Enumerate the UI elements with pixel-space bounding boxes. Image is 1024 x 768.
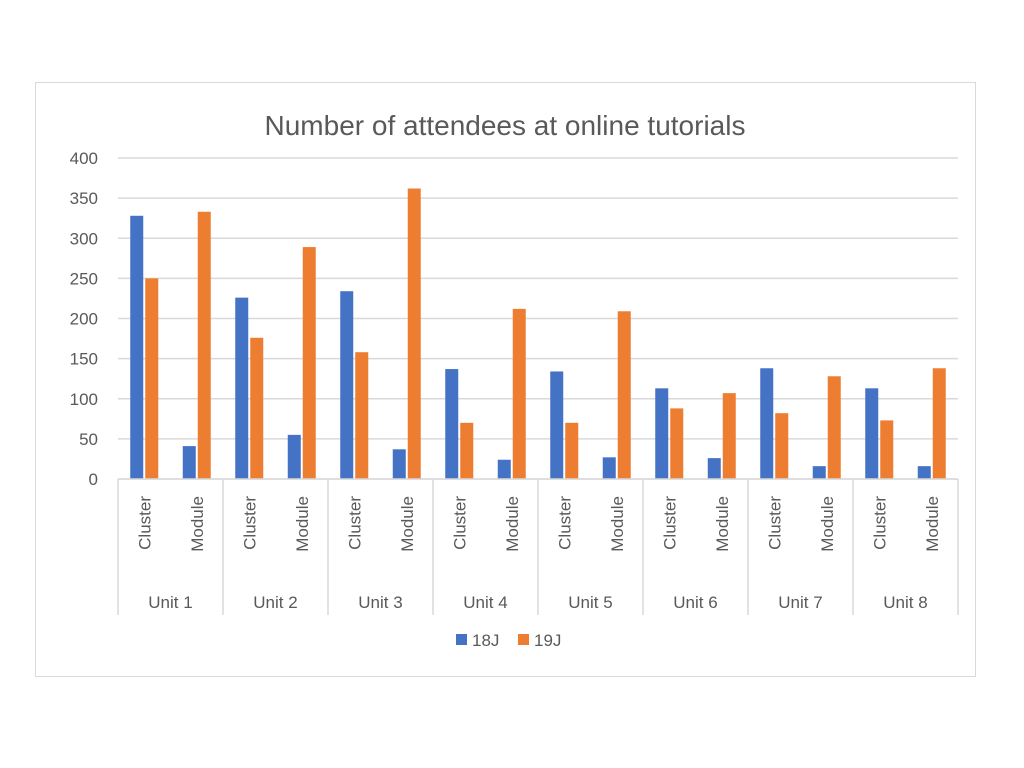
y-tick-label: 150 <box>70 350 98 369</box>
y-tick-label: 50 <box>79 430 98 449</box>
bar-18J-unit-6-cluster <box>655 388 669 479</box>
category-label: Module <box>608 496 627 552</box>
category-label: Cluster <box>660 496 679 550</box>
bar-19J-unit-5-cluster <box>565 422 579 479</box>
legend-swatch <box>518 634 529 645</box>
bar-18J-unit-7-module <box>812 466 826 479</box>
y-tick-label: 350 <box>70 189 98 208</box>
group-label: Unit 8 <box>883 593 927 612</box>
category-label: Module <box>398 496 417 552</box>
bar-19J-unit-8-cluster <box>880 420 894 479</box>
bar-18J-unit-4-cluster <box>445 369 459 479</box>
bar-19J-unit-6-module <box>722 393 736 479</box>
category-label: Module <box>188 496 207 552</box>
y-tick-label: 300 <box>70 229 98 248</box>
legend-swatch <box>456 634 467 645</box>
legend-label: 19J <box>534 631 561 650</box>
group-label: Unit 6 <box>673 593 717 612</box>
category-label: Cluster <box>450 496 469 550</box>
category-label: Module <box>713 496 732 552</box>
category-label: Module <box>818 496 837 552</box>
group-label: Unit 3 <box>358 593 402 612</box>
bar-18J-unit-3-cluster <box>340 291 354 479</box>
bar-19J-unit-1-cluster <box>145 278 159 479</box>
bar-18J-unit-5-module <box>602 457 616 479</box>
y-tick-label: 250 <box>70 269 98 288</box>
group-label: Unit 2 <box>253 593 297 612</box>
bar-19J-unit-2-cluster <box>250 337 264 479</box>
bar-18J-unit-1-module <box>182 446 196 479</box>
y-tick-label: 100 <box>70 390 98 409</box>
bar-19J-unit-5-module <box>617 311 631 479</box>
bar-19J-unit-8-module <box>932 368 946 479</box>
bar-18J-unit-4-module <box>497 459 511 479</box>
group-label: Unit 5 <box>568 593 612 612</box>
legend: 18J 19J <box>456 631 561 650</box>
bar-18J-unit-8-cluster <box>865 388 879 479</box>
bar-18J-unit-2-cluster <box>235 297 249 479</box>
bar-19J-unit-3-cluster <box>355 352 369 479</box>
x-axis: Cluster Module Unit 1 Cluster Module Unit 2 Cl… <box>117 478 959 615</box>
bar-18J-unit-8-module <box>917 466 931 479</box>
y-tick-label: 400 <box>70 149 98 168</box>
category-label: Module <box>293 496 312 552</box>
bar-19J-unit-2-module <box>302 247 316 479</box>
bar-18J-unit-3-module <box>392 449 406 479</box>
category-label: Cluster <box>555 496 574 550</box>
category-label: Cluster <box>870 496 889 550</box>
category-label: Cluster <box>345 496 364 550</box>
group-label: Unit 1 <box>148 593 192 612</box>
bar-19J-unit-4-cluster <box>460 422 474 479</box>
bars <box>130 188 946 479</box>
bar-18J-unit-7-cluster <box>760 368 774 479</box>
y-tick-label: 0 <box>89 470 98 489</box>
bar-18J-unit-5-cluster <box>550 371 564 479</box>
bar-19J-unit-6-cluster <box>670 408 684 479</box>
chart-frame <box>35 82 976 677</box>
chart-title: Number of attendees at online tutorials <box>265 110 746 141</box>
category-label: Cluster <box>240 496 259 550</box>
category-label: Cluster <box>765 496 784 550</box>
bar-19J-unit-3-module <box>407 188 421 479</box>
category-label: Module <box>503 496 522 552</box>
y-tick-label: 200 <box>70 310 98 329</box>
bar-19J-unit-7-cluster <box>775 413 789 479</box>
bar-18J-unit-6-module <box>707 458 721 479</box>
bar-19J-unit-1-module <box>197 211 211 479</box>
group-label: Unit 4 <box>463 593 507 612</box>
bar-18J-unit-2-module <box>287 434 301 479</box>
bar-19J-unit-4-module <box>512 308 526 479</box>
legend-label: 18J <box>472 631 499 650</box>
bar-18J-unit-1-cluster <box>130 215 144 479</box>
bar-19J-unit-7-module <box>827 376 841 479</box>
category-label: Module <box>923 496 942 552</box>
y-axis: 0 50 100 150 200 250 300 350 400 <box>70 149 98 489</box>
category-label: Cluster <box>135 496 154 550</box>
group-label: Unit 7 <box>778 593 822 612</box>
